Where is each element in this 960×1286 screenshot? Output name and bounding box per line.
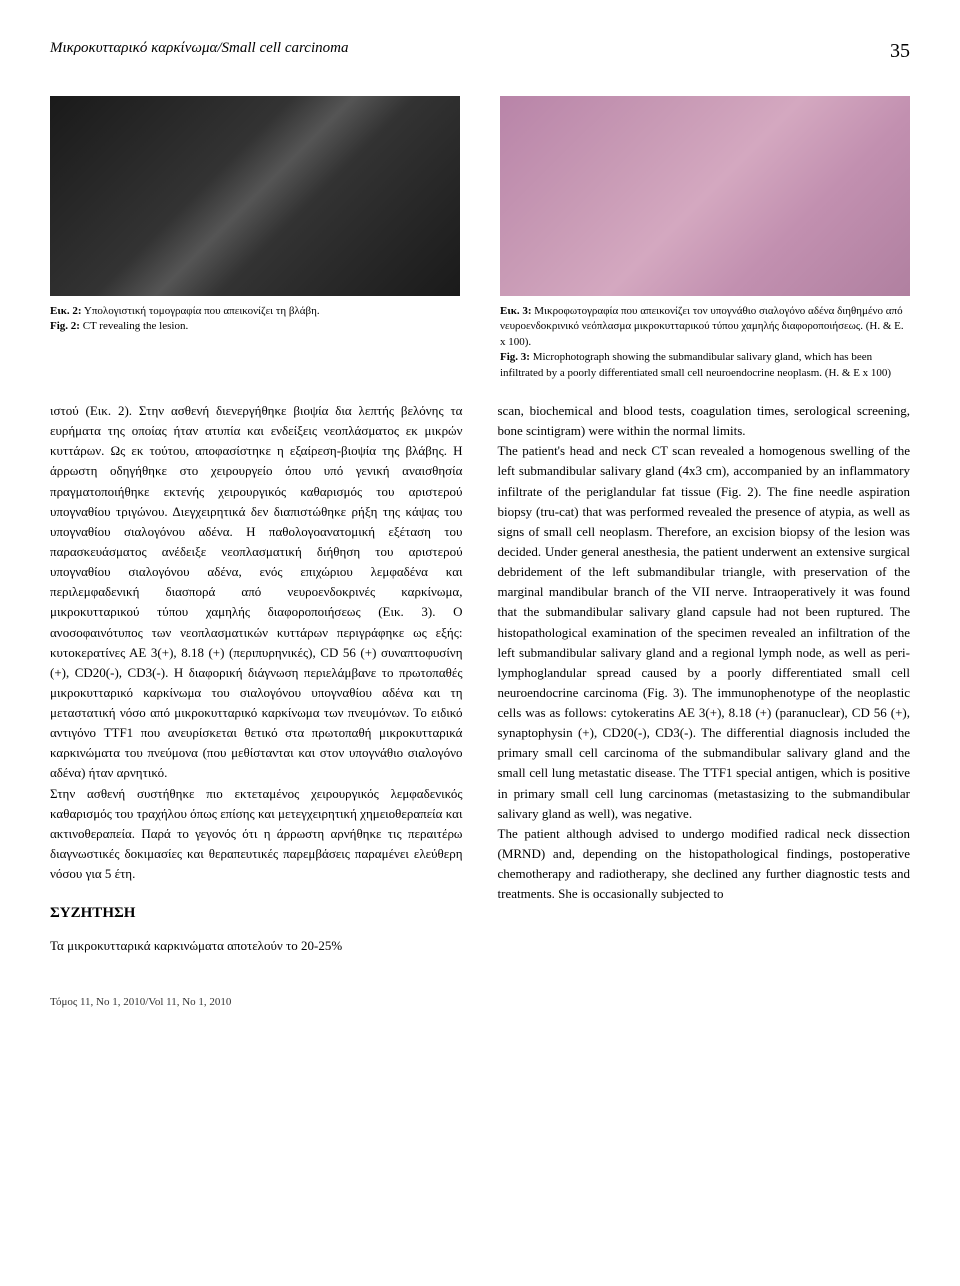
fig3-text-en: Microphotograph showing the submandibula… bbox=[500, 351, 891, 378]
fig2-label-en: Fig. 2: bbox=[50, 320, 80, 332]
fig3-text-gr: Μικροφωτογραφία που απεικονίζει τον υπογ… bbox=[500, 305, 904, 348]
greek-section-heading: ΣΥΖΗΤΗΣΗ bbox=[50, 902, 463, 925]
fig2-text-en: CT revealing the lesion. bbox=[80, 320, 188, 332]
greek-column: ιστού (Εικ. 2). Στην ασθενή διενεργήθηκε… bbox=[50, 401, 463, 956]
fig2-label-gr: Εικ. 2: bbox=[50, 305, 82, 317]
english-column: scan, biochemical and blood tests, coagu… bbox=[498, 401, 911, 956]
page-footer: Τόμος 11, No 1, 2010/Vol 11, No 1, 2010 bbox=[50, 996, 910, 1008]
body-columns: ιστού (Εικ. 2). Στην ασθενή διενεργήθηκε… bbox=[50, 401, 910, 956]
english-para-3: The patient although advised to undergo … bbox=[498, 824, 911, 905]
footer-text: Τόμος 11, No 1, 2010/Vol 11, No 1, 2010 bbox=[50, 996, 231, 1008]
greek-para-3: Τα μικροκυτταρικά καρκινώματα αποτελούν … bbox=[50, 936, 463, 956]
fig3-label-en: Fig. 3: bbox=[500, 351, 530, 363]
figure-2-block: Εικ. 2: Υπολογιστική τομογραφία που απει… bbox=[50, 96, 460, 335]
english-para-1: scan, biochemical and blood tests, coagu… bbox=[498, 401, 911, 441]
figure-2-caption: Εικ. 2: Υπολογιστική τομογραφία που απει… bbox=[50, 304, 460, 335]
fig3-label-gr: Εικ. 3: bbox=[500, 305, 532, 317]
english-para-2: The patient's head and neck CT scan reve… bbox=[498, 441, 911, 824]
figure-2-image bbox=[50, 96, 460, 296]
fig2-text-gr: Υπολογιστική τομογραφία που απεικονίζει … bbox=[82, 305, 320, 317]
page-number: 35 bbox=[890, 40, 910, 63]
greek-para-2: Στην ασθενή συστήθηκε πιο εκτεταμένος χε… bbox=[50, 784, 463, 885]
figure-3-caption: Εικ. 3: Μικροφωτογραφία που απεικονίζει … bbox=[500, 304, 910, 381]
figure-3-image bbox=[500, 96, 910, 296]
page-header: Μικροκυτταρικό καρκίνωμα/Small cell carc… bbox=[50, 40, 910, 71]
figure-3-block: Εικ. 3: Μικροφωτογραφία που απεικονίζει … bbox=[500, 96, 910, 381]
header-title: Μικροκυτταρικό καρκίνωμα/Small cell carc… bbox=[50, 40, 348, 57]
figures-row: Εικ. 2: Υπολογιστική τομογραφία που απει… bbox=[50, 96, 910, 381]
greek-para-1: ιστού (Εικ. 2). Στην ασθενή διενεργήθηκε… bbox=[50, 401, 463, 784]
